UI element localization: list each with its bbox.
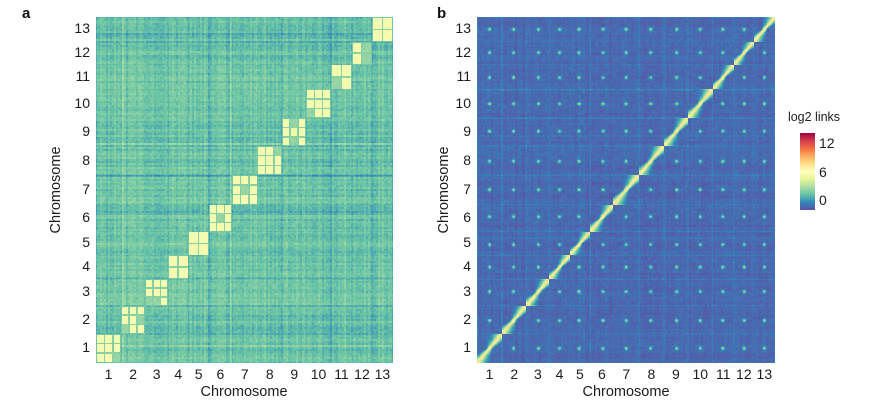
panel-a-y-tick-label-3: 3: [82, 283, 90, 300]
panel-a-x-tick-label-7: 7: [240, 366, 249, 382]
panel-b-y-tick-label-3: 3: [463, 283, 471, 300]
panel-b-y-tick-label-5: 5: [463, 234, 471, 251]
panel-a-letter: a: [22, 5, 31, 22]
panel-b-x-tick-label-11: 11: [716, 366, 731, 382]
panel-b-y-tick-label-1: 1: [463, 339, 471, 356]
panel-a-x-tick-label-1: 1: [104, 366, 113, 382]
panel-a-y-tick-label-5: 5: [82, 234, 90, 251]
panel-a-y-tick-label-10: 10: [74, 94, 90, 111]
colorbar-gradient: [800, 133, 815, 210]
panel-b-x-tick-label-1: 1: [485, 366, 494, 382]
panel-b-x-tick-label-6: 6: [597, 366, 606, 382]
panel-a-x-tick-label-2: 2: [129, 366, 138, 382]
heatmap-a-canvas: [96, 17, 393, 363]
panel-a-x-tick-label-5: 5: [194, 366, 203, 382]
panel-b-y-tick-label-11: 11: [456, 68, 471, 85]
panel-a-x-tick-label-3: 3: [152, 366, 161, 382]
panel-b-x-tick-label-5: 5: [576, 366, 584, 382]
panel-b-y-tick-label-12: 12: [455, 44, 471, 61]
panel-a-x-tick-label-12: 12: [354, 366, 370, 382]
panel-a-y-tick-label-9: 9: [82, 123, 90, 140]
panel-b-x-tick-label-10: 10: [692, 366, 709, 382]
panel-b-x-tick-label-3: 3: [533, 366, 542, 382]
panel-a-x-tick-label-6: 6: [216, 366, 225, 382]
panel-b-x-tick-label-7: 7: [622, 366, 631, 382]
panel-a-x-tick-label-4: 4: [174, 366, 183, 382]
panel-a-x-tick-label-13: 13: [374, 366, 391, 382]
panel-a-y-tick-label-6: 6: [82, 209, 90, 226]
panel-a-y-tick-label-8: 8: [82, 151, 90, 168]
panel-b-y-tick-label-9: 9: [463, 123, 471, 140]
panel-a-x-tick-label-9: 9: [290, 366, 299, 382]
panel-b-y-tick-label-13: 13: [455, 20, 471, 37]
panel-b-x-axis-label: Chromosome: [582, 384, 670, 400]
colorbar-tick-label-6: 6: [819, 163, 827, 180]
panel-a-x-tick-label-8: 8: [265, 366, 274, 382]
panel-b-y-tick-label-4: 4: [463, 258, 471, 275]
panel-a-y-tick-label-1: 1: [82, 339, 90, 356]
panel-b-x-tick-label-2: 2: [510, 366, 519, 382]
panel-b-y-tick-label-10: 10: [455, 94, 471, 111]
panel-b-x-tick-label-9: 9: [672, 366, 680, 382]
panel-a-y-tick-label-2: 2: [82, 310, 90, 327]
panel-b-x-tick-label-8: 8: [647, 366, 656, 382]
panel-a-x-axis-label: Chromosome: [200, 384, 288, 400]
panel-b-y-tick-label-6: 6: [463, 209, 471, 226]
panel-b-y-tick-label-8: 8: [463, 151, 471, 168]
panel-b-letter: b: [437, 5, 447, 22]
panel-b-x-tick-label-4: 4: [555, 366, 564, 382]
panel-a-x-tick-label-10: 10: [310, 366, 327, 382]
colorbar-tick-label-12: 12: [819, 134, 835, 151]
colorbar: log2 links 12 6 0: [767, 110, 869, 240]
colorbar-title: log2 links: [787, 110, 841, 124]
panel-a-y-tick-label-4: 4: [82, 258, 90, 275]
panel-b-y-tick-label-7: 7: [463, 180, 471, 197]
panel-b-y-tick-label-2: 2: [463, 310, 471, 327]
heatmap-b-canvas: [477, 17, 775, 363]
panel-a-y-tick-label-12: 12: [74, 44, 90, 61]
colorbar-tick-label-0: 0: [819, 192, 827, 209]
panel-a-y-tick-label-13: 13: [74, 20, 90, 37]
panel-b-x-tick-label-13: 13: [756, 366, 773, 382]
panel-a-y-tick-label-11: 11: [75, 68, 90, 85]
panel-a-y-tick-label-7: 7: [82, 180, 90, 197]
panel-b-x-tick-label-12: 12: [736, 366, 752, 382]
panel-a-x-tick-label-11: 11: [334, 366, 349, 382]
